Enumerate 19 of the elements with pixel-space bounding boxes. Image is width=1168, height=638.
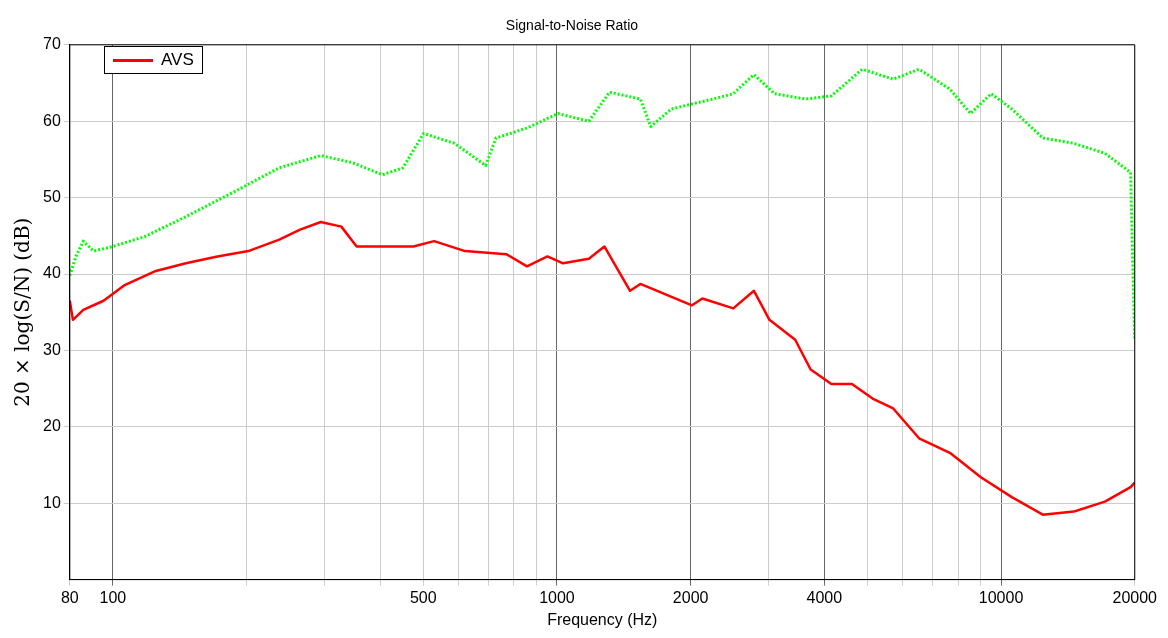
y-tick-label: 10 <box>43 493 61 511</box>
y-tick-label: 20 <box>43 417 61 435</box>
x-tick-label: 20000 <box>1112 588 1158 606</box>
x-tick-label: 1000 <box>539 588 575 606</box>
x-tick-label: 10000 <box>978 588 1024 606</box>
x-tick-label: 100 <box>99 588 127 606</box>
x-axis-title: Frequency (Hz) <box>547 610 658 628</box>
y-tick-label: 50 <box>43 188 61 206</box>
x-tick-label: 80 <box>60 588 79 606</box>
y-tick-label: 40 <box>43 264 61 282</box>
chart-title: Signal-to-Noise Ratio <box>505 17 639 34</box>
y-tick-label: 30 <box>43 340 61 358</box>
x-tick-label: 2000 <box>672 588 709 606</box>
x-tick-label: 4000 <box>806 588 843 606</box>
y-tick-label: 70 <box>43 35 61 53</box>
legend-label: AVS <box>161 50 194 70</box>
y-axis-title: 20 × log(S/N) (dB) <box>10 217 35 407</box>
x-tick-label: 500 <box>409 588 437 606</box>
y-tick-label: 60 <box>43 111 61 129</box>
